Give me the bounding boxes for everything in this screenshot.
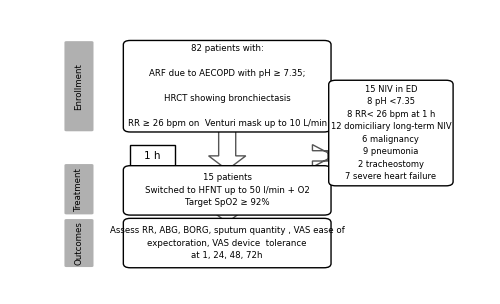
Polygon shape <box>312 145 334 167</box>
Text: 82 patients with:

ARF due to AECOPD with pH ≥ 7.35;

HRCT showing bronchiectasi: 82 patients with: ARF due to AECOPD with… <box>128 44 327 128</box>
Bar <box>130 145 175 166</box>
Polygon shape <box>208 209 246 223</box>
Text: Treatment: Treatment <box>74 167 84 211</box>
Text: 15 patients
Switched to HFNT up to 50 l/min + O2
Target SpO2 ≥ 92%: 15 patients Switched to HFNT up to 50 l/… <box>145 173 310 207</box>
Text: Assess RR, ABG, BORG, sputum quantity , VAS ease of
expectoration, VAS device  t: Assess RR, ABG, BORG, sputum quantity , … <box>110 226 344 260</box>
Text: 15 NIV in ED
8 pH <7.35
8 RR< 26 bpm at 1 h
12 domiciliary long-term NIV
6 malig: 15 NIV in ED 8 pH <7.35 8 RR< 26 bpm at … <box>330 85 451 181</box>
FancyBboxPatch shape <box>124 40 331 132</box>
Text: 1 h: 1 h <box>144 151 161 161</box>
Text: Outcomes: Outcomes <box>74 221 84 265</box>
FancyBboxPatch shape <box>124 166 331 215</box>
FancyBboxPatch shape <box>124 218 331 268</box>
FancyBboxPatch shape <box>64 164 94 214</box>
FancyBboxPatch shape <box>64 219 94 267</box>
FancyBboxPatch shape <box>64 41 94 131</box>
FancyBboxPatch shape <box>328 80 453 186</box>
Polygon shape <box>208 128 246 170</box>
Text: Enrollment: Enrollment <box>74 63 84 110</box>
